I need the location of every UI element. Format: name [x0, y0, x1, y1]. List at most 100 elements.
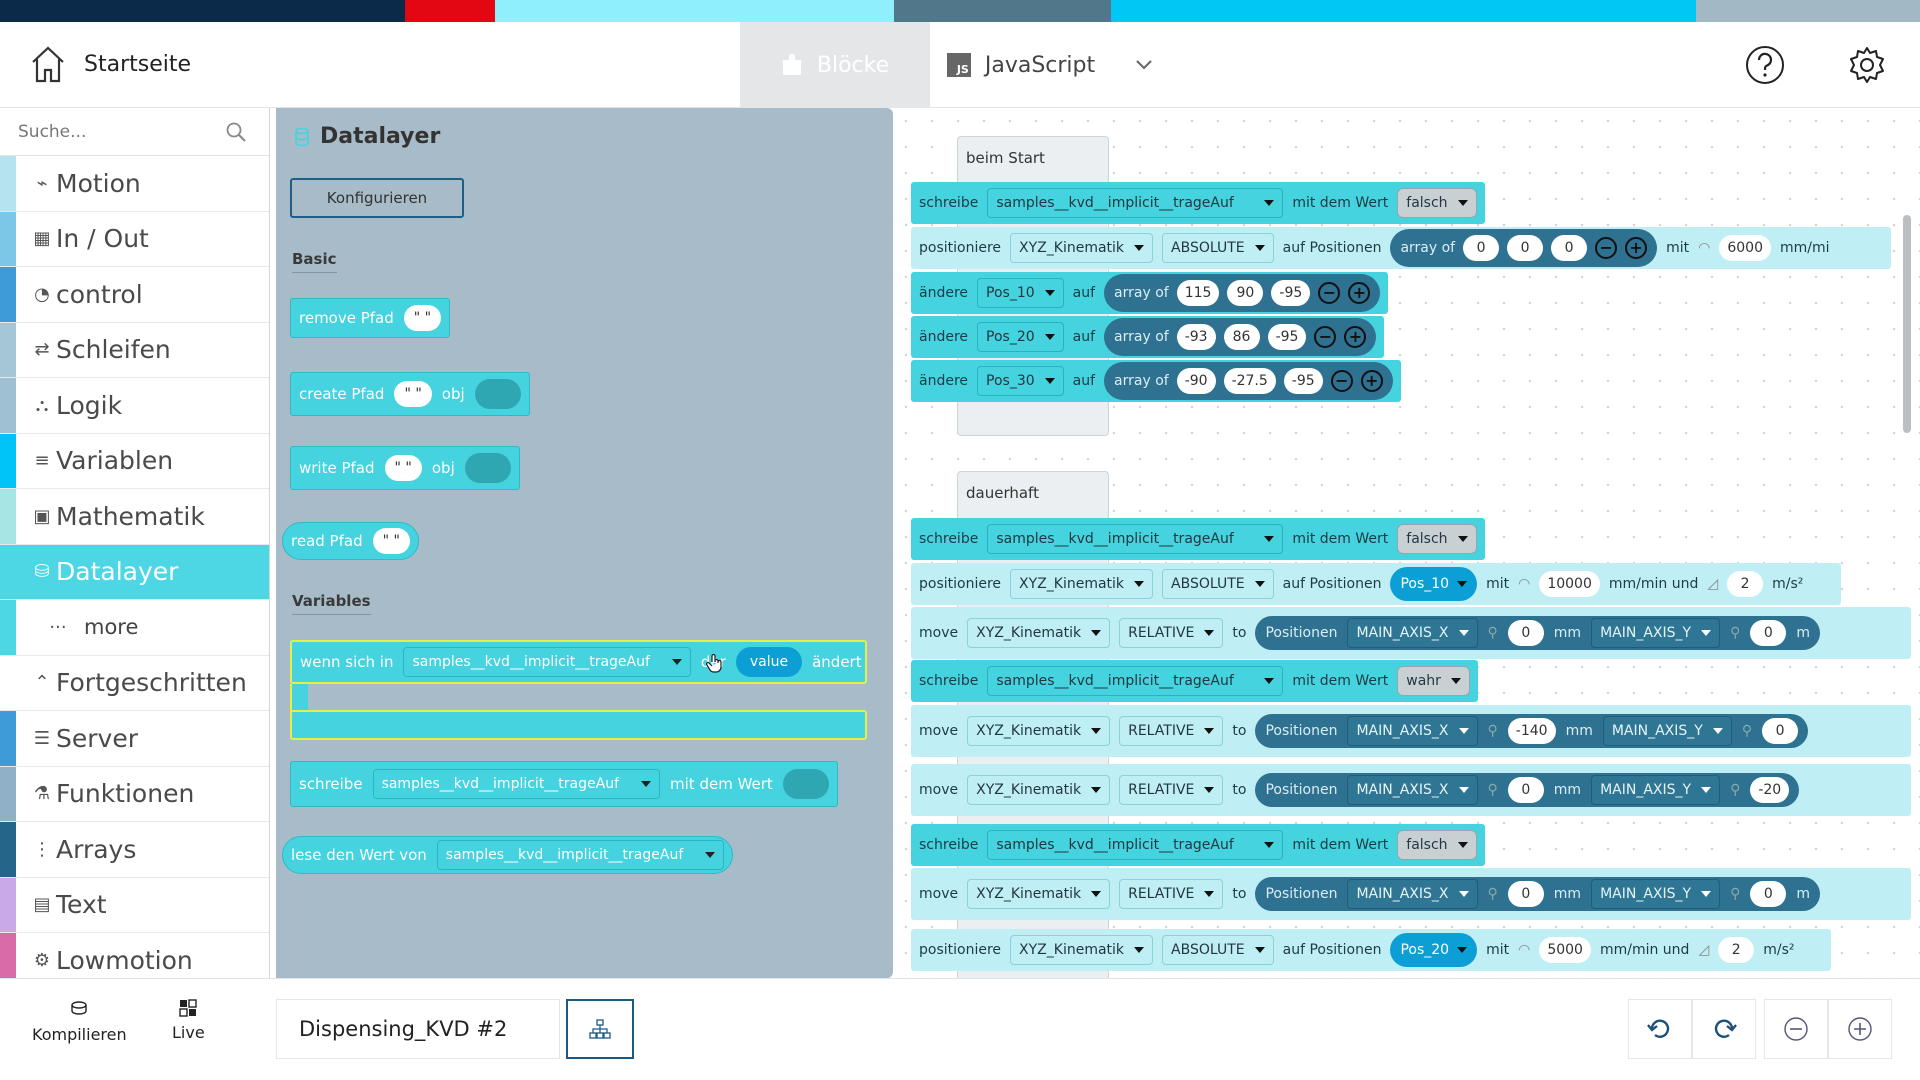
kinematics-dropdown[interactable]: XYZ_Kinematik: [967, 716, 1111, 746]
number-input[interactable]: 6000: [1719, 235, 1771, 261]
variable-dropdown[interactable]: samples__kvd__implicit__trageAuf: [987, 524, 1284, 554]
number-input[interactable]: -95: [1271, 280, 1311, 306]
number-input[interactable]: 2: [1727, 571, 1764, 597]
mode-dropdown[interactable]: RELATIVE: [1119, 879, 1224, 909]
positions-block[interactable]: Positionen MAIN_AXIS_X ⚲ 0 mm MAIN_AXIS_…: [1255, 877, 1820, 911]
ws-move-block[interactable]: move XYZ_Kinematik RELATIVE to Positione…: [911, 868, 1911, 920]
string-input[interactable]: " ": [384, 455, 422, 481]
minus-icon[interactable]: −: [1330, 370, 1353, 392]
ws-write-block[interactable]: schreibe samples__kvd__implicit__trageAu…: [911, 518, 1485, 560]
sidebar-item-arrays[interactable]: ⋮ Arrays: [0, 822, 269, 878]
number-input[interactable]: 5000: [1539, 937, 1591, 963]
boolean-dropdown[interactable]: falsch: [1397, 524, 1477, 554]
home-link[interactable]: Startseite: [30, 44, 191, 84]
variable-dropdown[interactable]: samples__kvd__implicit__trageAuf: [987, 666, 1284, 696]
workspace-scrollbar[interactable]: [1903, 215, 1911, 433]
ws-change-block[interactable]: ändere Pos_20 auf array of -93 86 -95 − …: [911, 316, 1385, 358]
mode-dropdown[interactable]: RELATIVE: [1119, 775, 1224, 805]
number-input[interactable]: 0: [1551, 235, 1588, 261]
positions-block[interactable]: Positionen MAIN_AXIS_X ⚲ 0 mm MAIN_AXIS_…: [1255, 616, 1820, 650]
variable-dropdown[interactable]: samples__kvd__implicit__trageAuf: [403, 647, 691, 677]
ws-move-block[interactable]: move XYZ_Kinematik RELATIVE to Positione…: [911, 705, 1911, 757]
sidebar-item-more[interactable]: ··· more: [0, 600, 269, 656]
array-block[interactable]: array of -90 -27.5 -95 − +: [1104, 362, 1393, 400]
block-read-path[interactable]: read Pfad " ": [282, 522, 419, 560]
number-input[interactable]: 90: [1227, 280, 1264, 306]
positions-block[interactable]: Positionen MAIN_AXIS_X ⚲ 0 mm MAIN_AXIS_…: [1255, 773, 1800, 807]
number-input[interactable]: -20: [1750, 777, 1790, 803]
sidebar-item-funktionen[interactable]: ⚗ Funktionen: [0, 766, 269, 822]
minus-icon[interactable]: −: [1318, 282, 1341, 304]
axis-dropdown[interactable]: MAIN_AXIS_Y: [1591, 618, 1721, 648]
variable-dropdown[interactable]: samples__kvd__implicit__trageAuf: [987, 188, 1284, 218]
ws-change-block[interactable]: ändere Pos_10 auf array of 115 90 -95 − …: [911, 272, 1389, 314]
string-input[interactable]: " ": [372, 528, 410, 554]
plus-icon[interactable]: +: [1625, 237, 1648, 259]
ws-change-block[interactable]: ändere Pos_30 auf array of -90 -27.5 -95…: [911, 360, 1401, 402]
number-input[interactable]: 0: [1507, 881, 1544, 907]
kinematics-dropdown[interactable]: XYZ_Kinematik: [1010, 935, 1154, 965]
project-name-field[interactable]: Dispensing_KVD #2: [276, 999, 560, 1059]
position-dropdown[interactable]: Pos_30: [977, 366, 1064, 396]
value-slot[interactable]: [782, 769, 829, 799]
variable-dropdown[interactable]: samples__kvd__implicit__trageAuf: [436, 840, 725, 870]
axis-dropdown[interactable]: MAIN_AXIS_Y: [1591, 879, 1721, 909]
axis-dropdown[interactable]: MAIN_AXIS_X: [1347, 775, 1478, 805]
block-on-change[interactable]: wenn sich in samples__kvd__implicit__tra…: [290, 640, 867, 740]
number-input[interactable]: 0: [1750, 881, 1787, 907]
number-input[interactable]: 0: [1750, 620, 1787, 646]
sidebar-item-control[interactable]: ◔ control: [0, 267, 269, 323]
mode-dropdown[interactable]: ABSOLUTE: [1162, 233, 1274, 263]
sidebar-item-in-out[interactable]: ▦ In / Out: [0, 211, 269, 267]
sidebar-item-fortgeschritten[interactable]: ⌃ Fortgeschritten: [0, 655, 269, 711]
plus-icon[interactable]: +: [1360, 370, 1383, 392]
sidebar-item-server[interactable]: ☰ Server: [0, 711, 269, 767]
string-input[interactable]: " ": [403, 305, 442, 331]
number-input[interactable]: 2: [1718, 937, 1755, 963]
ws-move-block[interactable]: move XYZ_Kinematik RELATIVE to Positione…: [911, 607, 1911, 659]
settings-button[interactable]: [1846, 44, 1888, 86]
undo-button[interactable]: [1628, 999, 1692, 1059]
number-input[interactable]: 0: [1463, 235, 1500, 261]
configure-button[interactable]: Konfigurieren: [290, 178, 464, 218]
tab-javascript[interactable]: JS JavaScript: [930, 22, 1170, 108]
mode-dropdown[interactable]: ABSOLUTE: [1162, 935, 1274, 965]
block-create-path[interactable]: create Pfad " " obj: [290, 372, 530, 416]
block-read-variable[interactable]: lese den Wert von samples__kvd__implicit…: [282, 836, 734, 874]
sidebar-item-datalayer[interactable]: ⛁ Datalayer: [0, 544, 269, 600]
ws-position-block[interactable]: positioniere XYZ_Kinematik ABSOLUTE auf …: [911, 227, 1891, 269]
ws-write-block[interactable]: schreibe samples__kvd__implicit__trageAu…: [911, 660, 1478, 702]
position-variable[interactable]: Pos_20: [1390, 933, 1478, 967]
plus-icon[interactable]: +: [1344, 326, 1367, 348]
block-write-variable[interactable]: schreibe samples__kvd__implicit__trageAu…: [290, 761, 838, 807]
number-input[interactable]: -27.5: [1223, 368, 1276, 394]
axis-dropdown[interactable]: MAIN_AXIS_Y: [1591, 775, 1721, 805]
mode-dropdown[interactable]: ABSOLUTE: [1162, 569, 1274, 599]
kinematics-dropdown[interactable]: XYZ_Kinematik: [1010, 233, 1154, 263]
number-input[interactable]: 10000: [1539, 571, 1600, 597]
structure-button[interactable]: [566, 999, 634, 1059]
boolean-dropdown[interactable]: falsch: [1397, 188, 1477, 218]
value-variable[interactable]: value: [735, 647, 803, 677]
boolean-dropdown[interactable]: wahr: [1397, 666, 1470, 696]
array-block[interactable]: array of 0 0 0 − +: [1390, 229, 1658, 267]
toolbox-search[interactable]: Suche...: [0, 108, 269, 156]
value-slot[interactable]: [464, 453, 511, 483]
string-input[interactable]: " ": [394, 381, 432, 407]
number-input[interactable]: 0: [1507, 235, 1544, 261]
variable-dropdown[interactable]: samples__kvd__implicit__trageAuf: [987, 830, 1284, 860]
number-input[interactable]: -90: [1176, 368, 1216, 394]
sidebar-item-mathematik[interactable]: ▣ Mathematik: [0, 489, 269, 545]
search-input[interactable]: Suche...: [18, 121, 87, 142]
number-input[interactable]: 86: [1223, 324, 1260, 350]
kinematics-dropdown[interactable]: XYZ_Kinematik: [967, 879, 1111, 909]
sidebar-item-motion[interactable]: ⌁ Motion: [0, 156, 269, 212]
ws-position-block[interactable]: positioniere XYZ_Kinematik ABSOLUTE auf …: [911, 929, 1831, 971]
sidebar-item-schleifen[interactable]: ⇄ Schleifen: [0, 322, 269, 378]
minus-icon[interactable]: −: [1595, 237, 1618, 259]
mode-dropdown[interactable]: RELATIVE: [1119, 716, 1224, 746]
ws-write-block[interactable]: schreibe samples__kvd__implicit__trageAu…: [911, 824, 1485, 866]
array-block[interactable]: array of 115 90 -95 − +: [1104, 274, 1381, 312]
sidebar-item-text[interactable]: ▤ Text: [0, 877, 269, 933]
tab-blocks[interactable]: Blöcke: [740, 22, 930, 108]
